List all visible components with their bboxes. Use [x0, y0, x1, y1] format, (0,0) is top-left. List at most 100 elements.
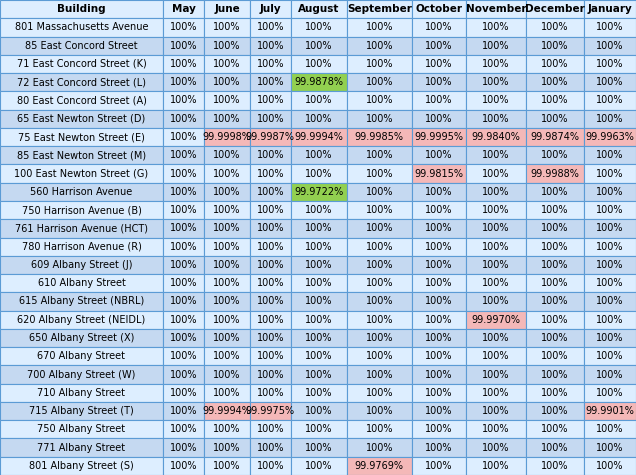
Bar — [584, 146, 636, 164]
Text: 100%: 100% — [366, 424, 393, 434]
Text: 100%: 100% — [425, 388, 453, 398]
Bar — [0, 201, 163, 219]
Text: 100%: 100% — [596, 296, 623, 306]
Text: 100%: 100% — [305, 406, 333, 416]
Text: 100%: 100% — [305, 296, 333, 306]
Bar — [584, 18, 636, 37]
Text: 100%: 100% — [482, 296, 510, 306]
Text: 100%: 100% — [213, 278, 240, 288]
Text: 100%: 100% — [170, 95, 197, 105]
Text: 85 East Concord Street: 85 East Concord Street — [25, 41, 138, 51]
Text: 100%: 100% — [482, 205, 510, 215]
Text: 650 Albany Street (X): 650 Albany Street (X) — [29, 333, 134, 343]
Text: 99.9994%: 99.9994% — [202, 406, 251, 416]
Bar — [527, 73, 584, 91]
Text: 780 Harrison Avenue (R): 780 Harrison Avenue (R) — [22, 242, 141, 252]
Text: 100%: 100% — [366, 205, 393, 215]
Bar — [291, 18, 347, 37]
Bar — [249, 183, 291, 201]
Bar — [412, 110, 466, 128]
Bar — [347, 365, 412, 384]
Bar — [204, 292, 249, 311]
Text: 100%: 100% — [541, 296, 569, 306]
Bar — [249, 219, 291, 238]
Text: 100%: 100% — [213, 388, 240, 398]
Bar — [466, 384, 527, 402]
Bar — [163, 37, 204, 55]
Text: 100%: 100% — [256, 443, 284, 453]
Text: 100%: 100% — [482, 388, 510, 398]
Text: 100%: 100% — [256, 296, 284, 306]
Bar — [347, 164, 412, 183]
Bar — [291, 457, 347, 475]
Text: 100%: 100% — [366, 406, 393, 416]
Text: 100%: 100% — [256, 333, 284, 343]
Text: 100%: 100% — [541, 77, 569, 87]
Bar — [204, 0, 249, 18]
Text: 100%: 100% — [305, 22, 333, 32]
Bar — [412, 183, 466, 201]
Text: 100%: 100% — [482, 59, 510, 69]
Text: September: September — [347, 4, 411, 14]
Bar — [0, 311, 163, 329]
Text: 100%: 100% — [256, 388, 284, 398]
Bar — [347, 438, 412, 457]
Bar — [347, 311, 412, 329]
Bar — [347, 329, 412, 347]
Text: 100%: 100% — [213, 296, 240, 306]
Bar — [527, 110, 584, 128]
Text: 100%: 100% — [541, 95, 569, 105]
Text: 100%: 100% — [170, 296, 197, 306]
Text: 100%: 100% — [425, 114, 453, 124]
Text: 100%: 100% — [170, 333, 197, 343]
Text: 100%: 100% — [482, 333, 510, 343]
Bar — [527, 347, 584, 365]
Bar — [249, 311, 291, 329]
Bar — [412, 55, 466, 73]
Text: 100%: 100% — [425, 59, 453, 69]
Bar — [249, 55, 291, 73]
Bar — [204, 384, 249, 402]
Bar — [584, 164, 636, 183]
Bar — [0, 183, 163, 201]
Bar — [204, 311, 249, 329]
Bar — [527, 201, 584, 219]
Text: 100%: 100% — [366, 370, 393, 380]
Bar — [204, 219, 249, 238]
Bar — [291, 91, 347, 110]
Text: 100%: 100% — [213, 443, 240, 453]
Text: 100%: 100% — [170, 59, 197, 69]
Text: 100%: 100% — [213, 461, 240, 471]
Bar — [466, 438, 527, 457]
Text: 100%: 100% — [482, 77, 510, 87]
Text: 100%: 100% — [541, 260, 569, 270]
Bar — [584, 73, 636, 91]
Bar — [347, 73, 412, 91]
Bar — [204, 329, 249, 347]
Bar — [466, 329, 527, 347]
Bar — [584, 110, 636, 128]
Text: 100%: 100% — [170, 242, 197, 252]
Text: 100%: 100% — [541, 22, 569, 32]
Text: 100%: 100% — [256, 150, 284, 160]
Bar — [527, 18, 584, 37]
Bar — [204, 457, 249, 475]
Text: 100%: 100% — [213, 114, 240, 124]
Text: 100%: 100% — [596, 77, 623, 87]
Text: 100%: 100% — [305, 95, 333, 105]
Text: 100%: 100% — [541, 461, 569, 471]
Bar — [163, 274, 204, 292]
Text: 100%: 100% — [170, 150, 197, 160]
Text: 609 Albany Street (J): 609 Albany Street (J) — [31, 260, 132, 270]
Text: 65 East Newton Street (D): 65 East Newton Street (D) — [17, 114, 146, 124]
Text: 100%: 100% — [213, 315, 240, 325]
Bar — [466, 128, 527, 146]
Bar — [249, 110, 291, 128]
Text: 801 Massachusetts Avenue: 801 Massachusetts Avenue — [15, 22, 148, 32]
Text: 100%: 100% — [541, 205, 569, 215]
Text: 100%: 100% — [482, 150, 510, 160]
Bar — [291, 219, 347, 238]
Text: 100%: 100% — [541, 406, 569, 416]
Bar — [347, 256, 412, 274]
Text: 99.9985%: 99.9985% — [355, 132, 404, 142]
